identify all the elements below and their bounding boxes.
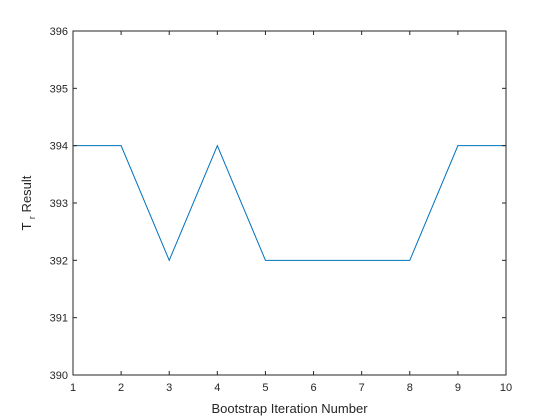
data-point (313, 260, 314, 261)
x-tick-label: 4 (214, 382, 220, 394)
x-tick-label: 8 (407, 382, 413, 394)
data-point (409, 260, 410, 261)
y-axis-label-rest: Result (19, 175, 34, 212)
data-point (457, 145, 458, 146)
y-axis-label-subscript: r (27, 216, 37, 219)
y-tick-label: 391 (50, 313, 68, 325)
data-point (169, 260, 170, 261)
y-tick-label: 395 (50, 83, 68, 95)
data-point (217, 145, 218, 146)
y-tick-label: 392 (50, 255, 68, 267)
y-axis-label: T r Result (19, 175, 38, 230)
y-tick-label: 396 (50, 26, 68, 38)
data-point (265, 260, 266, 261)
x-tick-labels: 1 2 3 4 5 6 7 8 9 10 (70, 382, 512, 394)
x-tick-label: 7 (359, 382, 365, 394)
x-axis-label: Bootstrap Iteration Number (211, 401, 368, 416)
y-tick-label: 393 (50, 198, 68, 210)
data-point (121, 145, 122, 146)
x-tick-label: 5 (262, 382, 268, 394)
y-tick-marks (73, 30, 506, 376)
x-tick-label: 10 (500, 382, 512, 394)
x-tick-label: 3 (166, 382, 172, 394)
y-tick-label: 390 (50, 370, 68, 382)
y-tick-label: 394 (50, 141, 68, 153)
series-group (73, 144, 506, 262)
series-line (73, 144, 506, 262)
y-axis-label-main: T (19, 222, 34, 230)
data-point (361, 260, 362, 261)
x-tick-label: 6 (310, 382, 316, 394)
y-tick-labels: 390 391 392 393 394 395 396 (50, 26, 68, 382)
x-tick-marks (72, 31, 507, 375)
x-tick-label: 1 (70, 382, 76, 394)
x-tick-label: 9 (455, 382, 461, 394)
plot-background (73, 31, 506, 375)
x-tick-label: 2 (118, 382, 124, 394)
